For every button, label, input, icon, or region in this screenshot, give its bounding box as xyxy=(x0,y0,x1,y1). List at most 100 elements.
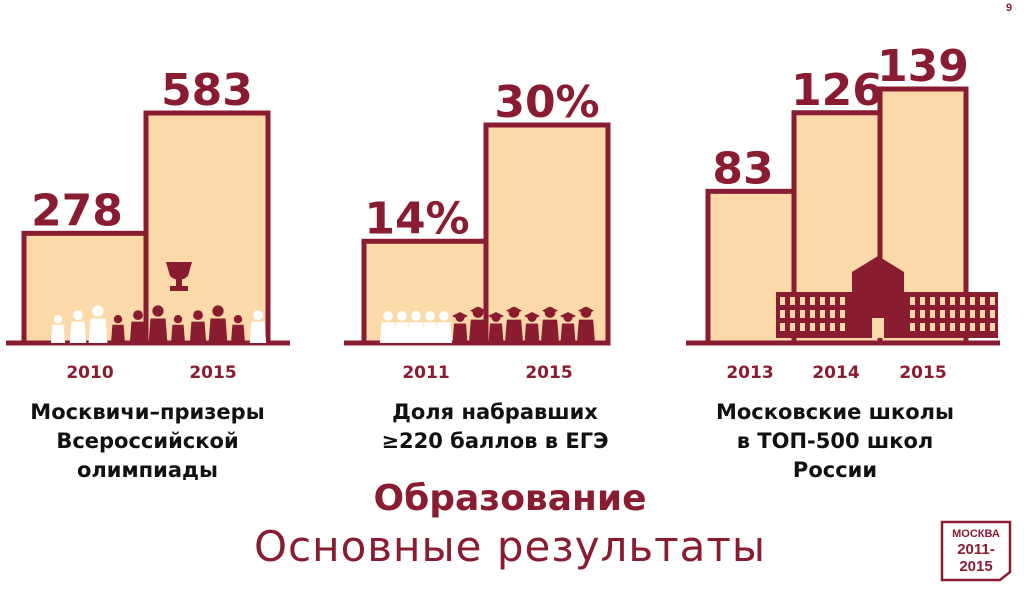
badge-line3: 2015 xyxy=(959,558,992,575)
year-label: 2013 xyxy=(726,363,773,383)
window xyxy=(950,297,955,305)
caption-line: Доля набравших xyxy=(392,400,598,424)
window xyxy=(830,310,835,318)
chart-3: 83 2013 126 2014 139 2015 xyxy=(686,41,1000,383)
window xyxy=(960,310,965,318)
bar xyxy=(21,230,149,346)
caption-olympiad: Москвичи–призеры Всероссийской олимпиады xyxy=(0,398,295,485)
value-label: 126 xyxy=(791,65,883,116)
window xyxy=(810,323,815,331)
window xyxy=(820,323,825,331)
cap-icon xyxy=(542,306,558,315)
building-windows xyxy=(780,297,995,331)
window xyxy=(820,297,825,305)
value-label: 14% xyxy=(364,193,469,244)
window xyxy=(780,323,785,331)
caption-schools: Московские школы в ТОП-500 школ России xyxy=(680,398,990,485)
cap-icon xyxy=(488,312,504,320)
window xyxy=(990,310,995,318)
window xyxy=(840,310,845,318)
window xyxy=(960,323,965,331)
window xyxy=(930,310,935,318)
window xyxy=(780,310,785,318)
window xyxy=(990,323,995,331)
window xyxy=(800,323,805,331)
cap-icon xyxy=(524,312,540,320)
cap-icon xyxy=(560,312,576,320)
window xyxy=(920,310,925,318)
window xyxy=(810,297,815,305)
caption-line: олимпиады xyxy=(76,458,219,482)
window xyxy=(940,310,945,318)
window xyxy=(920,323,925,331)
window xyxy=(840,297,845,305)
value-label: 139 xyxy=(877,41,969,92)
caption-line: России xyxy=(792,458,878,482)
window xyxy=(950,323,955,331)
year-label: 2010 xyxy=(66,363,113,383)
value-label: 30% xyxy=(494,77,599,128)
graduates-icon xyxy=(380,306,595,343)
page-number: 9 xyxy=(1006,2,1013,14)
window xyxy=(940,297,945,305)
window xyxy=(950,310,955,318)
window xyxy=(960,297,965,305)
cap-icon xyxy=(470,306,486,315)
window xyxy=(930,297,935,305)
cap-icon xyxy=(452,312,468,320)
caption-line: Московские школы xyxy=(715,400,955,424)
year-label: 2014 xyxy=(812,363,859,383)
window xyxy=(980,310,985,318)
cap-icon xyxy=(578,306,594,315)
year-label: 2011 xyxy=(402,363,449,383)
bar xyxy=(143,110,271,346)
window xyxy=(840,323,845,331)
value-label: 278 xyxy=(31,185,123,236)
charts-area: 278 2010 583 2015 14% 2011 30% 2015 83 2013 126 201… xyxy=(6,41,1000,383)
window xyxy=(820,310,825,318)
window xyxy=(830,297,835,305)
window xyxy=(970,310,975,318)
badge-line2: 2011- xyxy=(957,541,995,558)
chart-2: 14% 2011 30% 2015 xyxy=(344,77,611,383)
caption-line: ≥220 баллов в ЕГЭ xyxy=(381,429,609,453)
window xyxy=(780,297,785,305)
year-label: 2015 xyxy=(899,363,946,383)
window xyxy=(990,297,995,305)
window xyxy=(830,323,835,331)
window xyxy=(980,297,985,305)
window xyxy=(970,297,975,305)
trophy-icon xyxy=(166,262,192,291)
page-subtitle: Основные результаты xyxy=(254,522,766,571)
window xyxy=(800,297,805,305)
moscow-badge: МОСКВА 2011- 2015 xyxy=(940,520,1012,582)
window xyxy=(910,310,915,318)
school-building-icon xyxy=(776,256,998,338)
window xyxy=(810,310,815,318)
window xyxy=(790,310,795,318)
caption-line: Всероссийской xyxy=(56,429,239,453)
page-title: Образование xyxy=(373,478,647,519)
window xyxy=(980,323,985,331)
bar xyxy=(483,122,611,346)
window xyxy=(800,310,805,318)
caption-line: Москвичи–призеры xyxy=(30,400,265,424)
window xyxy=(790,297,795,305)
year-label: 2015 xyxy=(189,363,236,383)
window xyxy=(790,323,795,331)
caption-ege: Доля набравших ≥220 баллов в ЕГЭ xyxy=(345,398,645,456)
window xyxy=(940,323,945,331)
building-door xyxy=(872,318,884,338)
window xyxy=(970,323,975,331)
badge-line1: МОСКВА xyxy=(952,528,1000,540)
trophy-crowd-icon xyxy=(51,262,267,343)
value-label: 583 xyxy=(161,65,253,116)
building-roof xyxy=(852,256,904,272)
window xyxy=(920,297,925,305)
value-label: 83 xyxy=(712,143,773,194)
window xyxy=(910,323,915,331)
chart-1: 278 2010 583 2015 xyxy=(6,65,290,383)
window xyxy=(910,297,915,305)
caption-line: в ТОП-500 школ xyxy=(736,429,934,453)
